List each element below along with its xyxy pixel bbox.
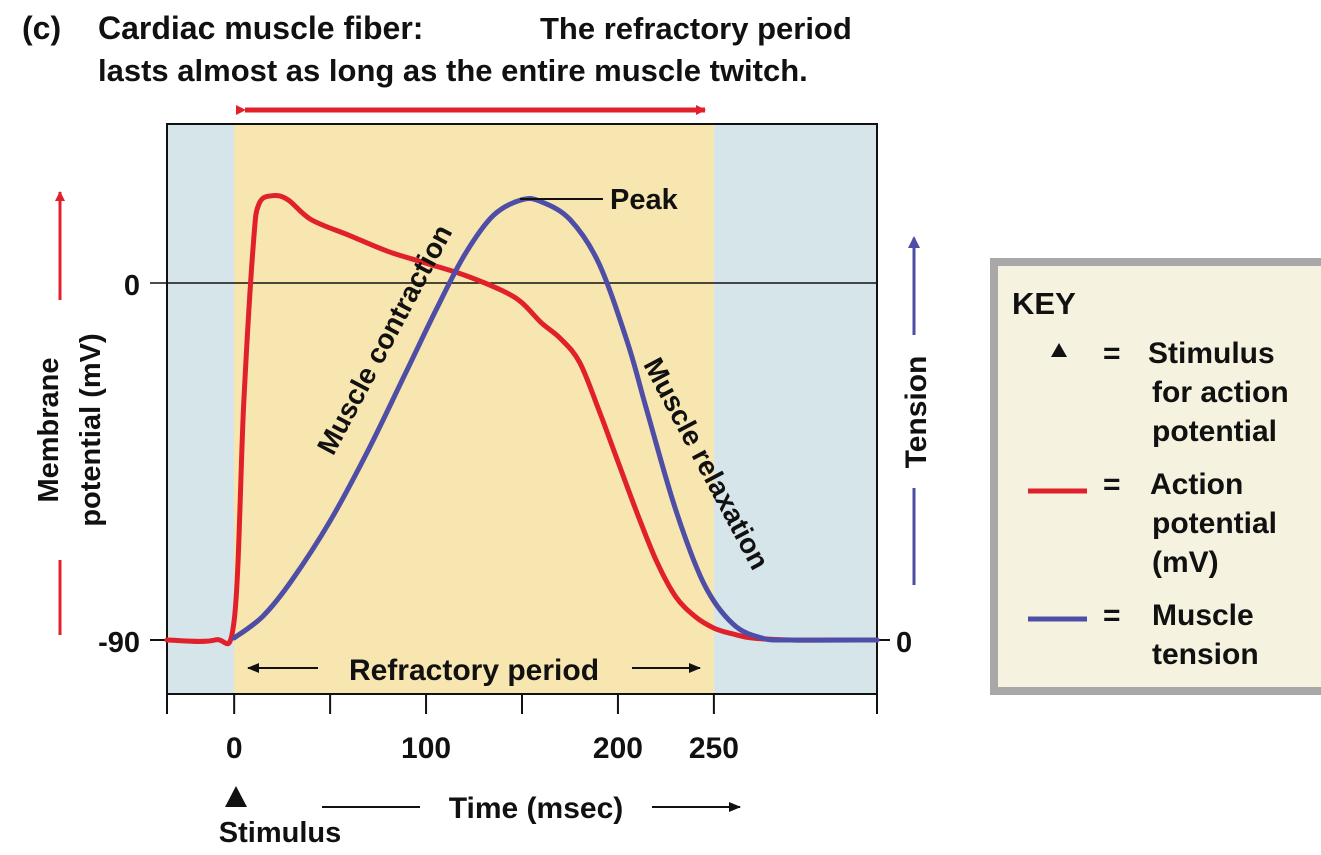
part-label: (c): [22, 10, 61, 46]
key-stimulus-line3: potential: [1152, 415, 1277, 448]
x-tick-label: 0: [226, 732, 243, 765]
key-tension-line1: Muscle: [1152, 599, 1254, 632]
title-rest: The refractory period: [540, 11, 852, 46]
y-right-label: Tension: [900, 356, 933, 469]
key-stimulus-triangle-icon: [1051, 343, 1067, 357]
x-axis-ticks: 0 100 200 250: [166, 694, 878, 765]
title-bold: Cardiac muscle fiber:: [98, 10, 423, 46]
key-ap-line1: Action: [1150, 468, 1243, 501]
title-line-2: lasts almost as long as the entire muscl…: [98, 53, 808, 88]
stimulus-triangle-icon: [225, 786, 247, 807]
refractory-period-label: Refractory period: [349, 654, 599, 687]
peak-label: Peak: [610, 184, 679, 216]
action-potential-line: [164, 193, 880, 647]
y-tick-label-0: 0: [124, 270, 140, 302]
key-stimulus-line2: for action: [1152, 376, 1289, 409]
key-equals-3: =: [1103, 599, 1121, 632]
y-left-label-line2: potential (mV): [75, 333, 107, 526]
y-tick-label-minus90: -90: [98, 627, 140, 659]
stimulus-label: Stimulus: [219, 817, 341, 849]
x-tick-label: 100: [401, 732, 451, 765]
x-axis-label: Time (msec): [449, 792, 624, 825]
x-tick-label: 250: [689, 732, 739, 765]
key-tension-line2: tension: [1152, 638, 1259, 671]
y-left-label-line1: Membrane: [33, 357, 65, 502]
key-equals-2: =: [1103, 468, 1121, 501]
key-stimulus-line1: Stimulus: [1148, 337, 1275, 370]
y-right-tick-label: 0: [896, 627, 912, 659]
key-ap-line3: (mV): [1152, 546, 1219, 579]
key-title: KEY: [1012, 286, 1076, 321]
key-ap-line2: potential: [1152, 507, 1277, 540]
key-equals-1: =: [1103, 337, 1121, 370]
muscle-tension-line: [231, 195, 880, 643]
x-tick-label: 200: [593, 732, 643, 765]
